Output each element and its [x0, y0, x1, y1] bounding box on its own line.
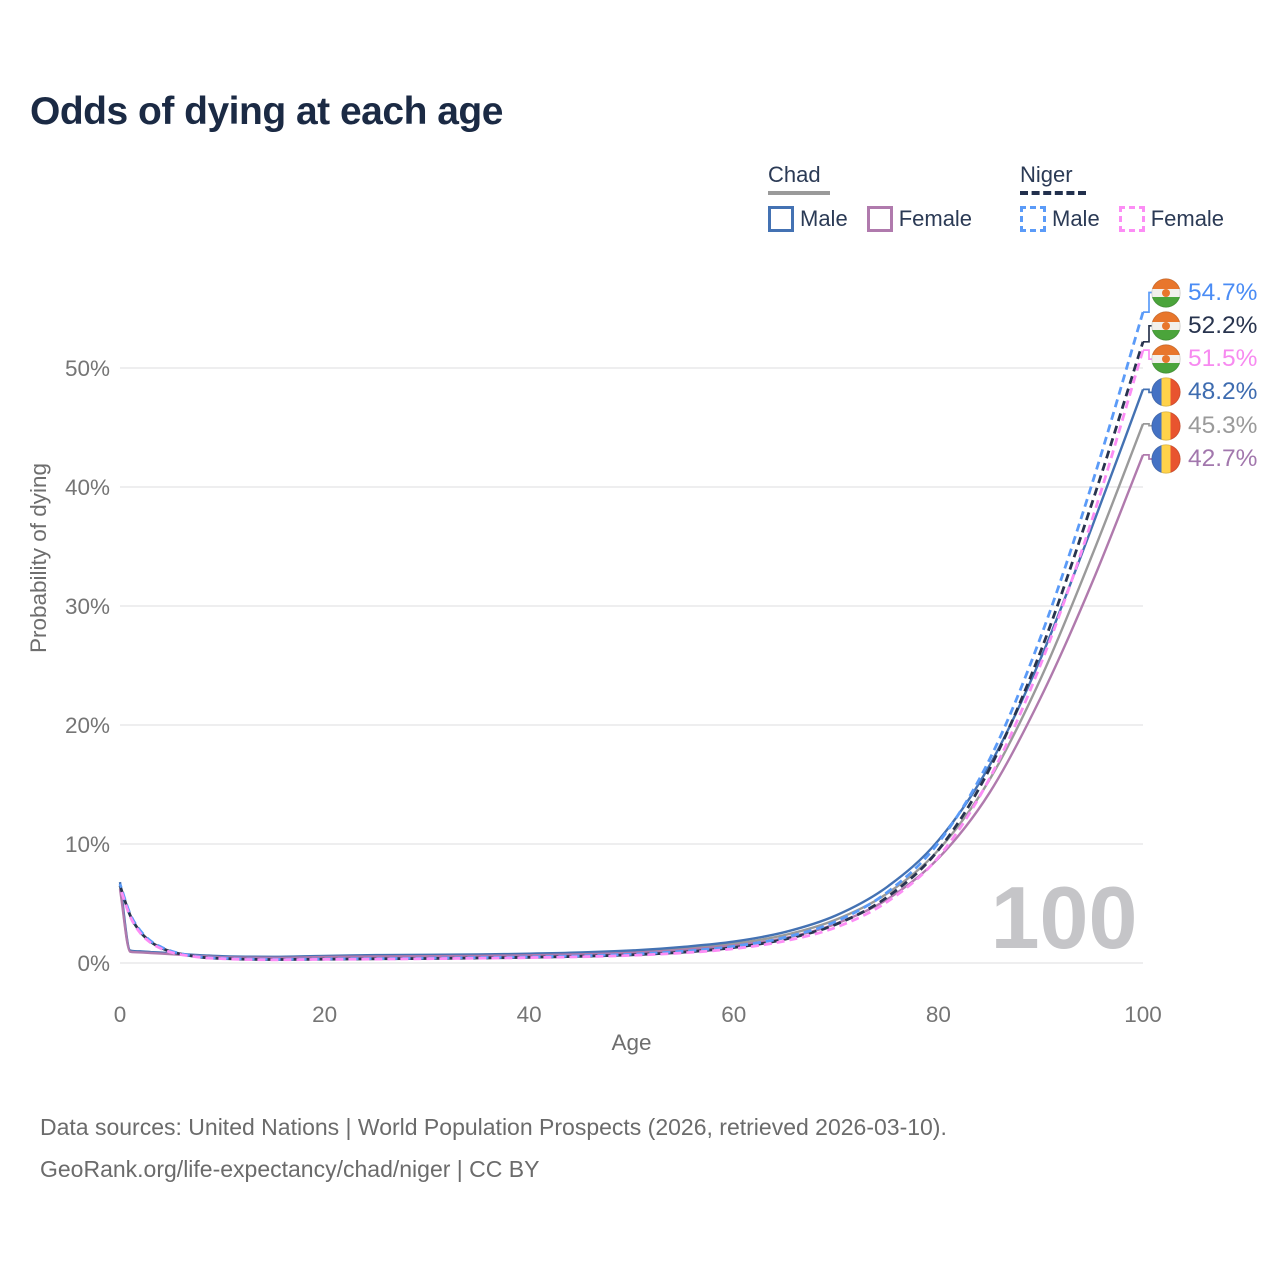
leader-line-chad_both	[1143, 423, 1153, 427]
x-axis-title: Age	[611, 1030, 651, 1055]
legend-group-chad: Chad Male Female	[768, 162, 972, 232]
chad-line-style-swatch	[768, 191, 830, 195]
x-tick-label: 40	[517, 1002, 542, 1027]
source-url-text: GeoRank.org/life-expectancy/chad/niger |…	[40, 1156, 540, 1182]
legend-label: Female	[1150, 206, 1225, 231]
leader-line-niger_male	[1143, 291, 1153, 313]
niger-male-swatch-icon	[1020, 206, 1046, 232]
y-tick-label: 0%	[77, 951, 110, 976]
niger-line-style-swatch	[1020, 191, 1086, 195]
y-tick-label: 10%	[65, 832, 110, 857]
legend-item-chad-female[interactable]: Female	[866, 206, 973, 232]
page-title: Odds of dying at each age	[30, 90, 503, 133]
x-tick-label: 20	[312, 1002, 337, 1027]
y-tick-label: 30%	[65, 594, 110, 619]
leader-line-niger_female	[1143, 349, 1153, 360]
legend-niger-title[interactable]: Niger	[1020, 162, 1073, 187]
series-line-niger_male[interactable]	[118, 311, 1145, 961]
y-tick-label: 20%	[65, 713, 110, 738]
hover-age-watermark: 100	[991, 868, 1138, 967]
legend-label: Male	[800, 206, 848, 231]
x-tick-label: 100	[1124, 1002, 1162, 1027]
chad-male-swatch-icon	[768, 206, 794, 232]
x-tick-label: 80	[926, 1002, 951, 1027]
legend-item-niger-male[interactable]: Male	[1020, 206, 1100, 232]
leader-line-chad_male	[1143, 388, 1153, 394]
leader-line-niger_both	[1143, 324, 1153, 343]
legend-group-niger: Niger Male Female	[1020, 162, 1224, 232]
legend-item-chad-male[interactable]: Male	[768, 206, 848, 232]
x-tick-label: 60	[721, 1002, 746, 1027]
y-tick-label: 50%	[65, 356, 110, 381]
leader-line-chad_female	[1143, 454, 1153, 460]
series-line-niger_female[interactable]	[118, 349, 1145, 962]
legend-chad-title[interactable]: Chad	[768, 162, 821, 187]
legend-item-niger-female[interactable]: Female	[1118, 206, 1225, 232]
series-line-niger_both[interactable]	[118, 341, 1145, 961]
series-line-chad_male[interactable]	[118, 388, 1145, 959]
series-line-chad_both[interactable]	[118, 423, 1145, 959]
series-line-chad_female[interactable]	[118, 454, 1145, 960]
legend-label: Male	[1052, 206, 1100, 231]
y-tick-label: 40%	[65, 475, 110, 500]
footer: Data sources: United Nations | World Pop…	[40, 1106, 947, 1190]
y-axis-title: Probability of dying	[26, 463, 51, 653]
legend-label: Female	[898, 206, 973, 231]
x-tick-label: 0	[114, 1002, 127, 1027]
niger-female-swatch-icon	[1118, 206, 1145, 232]
chad-female-swatch-icon	[866, 206, 893, 232]
data-sources-text: Data sources: United Nations | World Pop…	[40, 1114, 947, 1140]
